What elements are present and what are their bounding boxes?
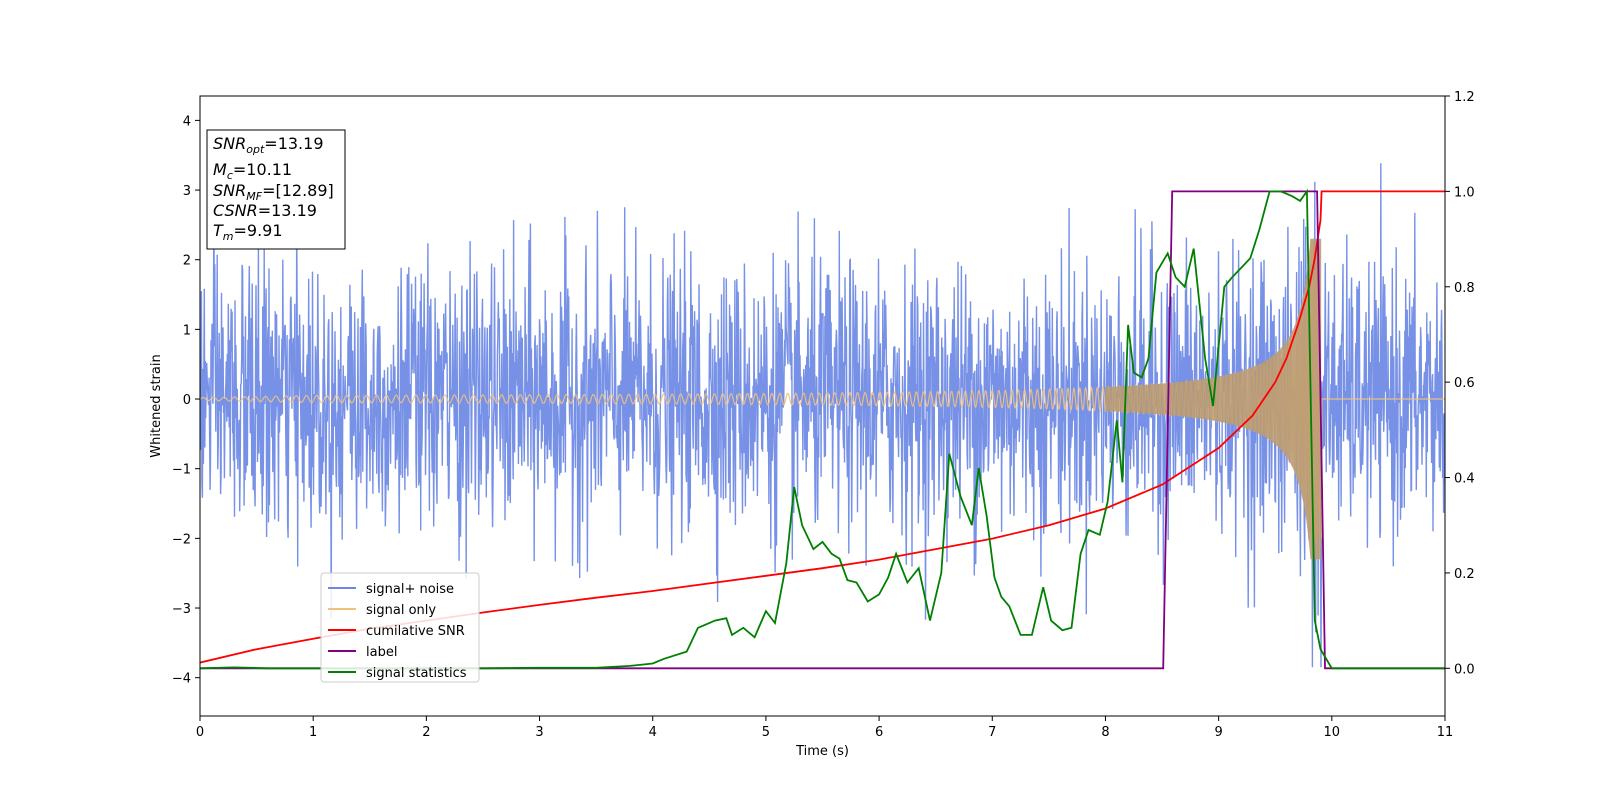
annotation-symbol: T (213, 221, 224, 240)
x-tick-label: 5 (762, 725, 770, 740)
legend-label: signal statistics (366, 666, 467, 681)
annotation-value: =13.19 (264, 134, 323, 153)
y-tick-label: 4 (183, 114, 191, 129)
y2-tick-label: 0.4 (1454, 472, 1475, 487)
legend: signal+ noise signal only cumilative SNR la… (320, 572, 480, 683)
y-tick-label: −2 (172, 532, 191, 547)
x-tick-label: 1 (309, 725, 317, 740)
x-tick-label: 6 (875, 725, 883, 740)
legend-box (320, 572, 480, 683)
y-tick-label: −1 (172, 463, 191, 478)
series-signal-statistics (200, 188, 1445, 670)
y-tick-label: 3 (183, 184, 191, 199)
x-tick-label: 7 (988, 725, 996, 740)
annotation-subscript: MF (246, 190, 262, 203)
y2-tick-label: 0.6 (1454, 376, 1475, 391)
legend-label: signal+ noise (366, 582, 454, 597)
annotation-symbol: M (213, 160, 227, 179)
x-tick-label: 8 (1101, 725, 1109, 740)
annotation-value: =9.91 (234, 221, 283, 240)
y-tick-label: 2 (183, 254, 191, 269)
x-tick-label: 10 (1324, 725, 1341, 740)
x-tick-label: 11 (1437, 725, 1454, 740)
annotation-line: CSNR=13.19 (213, 201, 317, 220)
y2-tick-label: 0.2 (1454, 567, 1475, 582)
x-tick-label: 9 (1214, 725, 1222, 740)
annotation-symbol: SNR (213, 134, 246, 153)
y2-tick-label: 1.0 (1454, 185, 1475, 200)
y2-tick-label: 0.0 (1454, 662, 1475, 677)
series-signal-noise (200, 163, 1445, 668)
y2-tick-label: 1.2 (1454, 90, 1475, 105)
legend-label: signal only (366, 603, 436, 618)
x-tick-label: 4 (649, 725, 657, 740)
x-tick-label: 3 (535, 725, 543, 740)
legend-label: label (366, 645, 397, 660)
stats-annotation: SNRopt=13.19Mc=10.11SNRMF=[12.89]CSNR=13… (206, 129, 346, 250)
y2-tick-label: 0.8 (1454, 281, 1475, 296)
annotation-subscript: m (223, 230, 234, 243)
annotation-line: SNRopt=13.19 (213, 134, 324, 156)
legend-label: cumilative SNR (366, 624, 465, 639)
annotation-value: =[12.89] (262, 181, 334, 200)
annotation-line: Mc=10.11 (213, 160, 292, 182)
annotation-box (206, 129, 346, 250)
annotation-symbol: SNR (213, 181, 246, 200)
plot-frame (199, 95, 1446, 717)
annotation-subscript: c (227, 169, 233, 182)
y-tick-label: −3 (172, 602, 191, 617)
x-axis-title: Time (s) (795, 744, 849, 759)
y-tick-label: 0 (183, 393, 191, 408)
y-tick-label: −4 (172, 672, 191, 687)
y-axis-title: Whitened strain (149, 354, 164, 457)
axes-layer: 0 1 2 3 4 5 6 7 8 9 10 11 −4 −3 −2 −1 0 1 2 3 4 0.0 0.2 0.4 0.6 0… (172, 90, 1475, 740)
annotation-line: SNRMF=[12.89] (213, 181, 334, 203)
y-tick-label: 1 (183, 323, 191, 338)
annotation-value: =13.19 (258, 201, 317, 220)
x-tick-label: 0 (196, 725, 204, 740)
annotation-subscript: opt (246, 143, 265, 156)
annotation-symbol: CSNR (213, 201, 258, 220)
annotation-line: Tm=9.91 (213, 221, 283, 243)
annotation-value: =10.11 (233, 160, 292, 179)
x-tick-label: 2 (422, 725, 430, 740)
